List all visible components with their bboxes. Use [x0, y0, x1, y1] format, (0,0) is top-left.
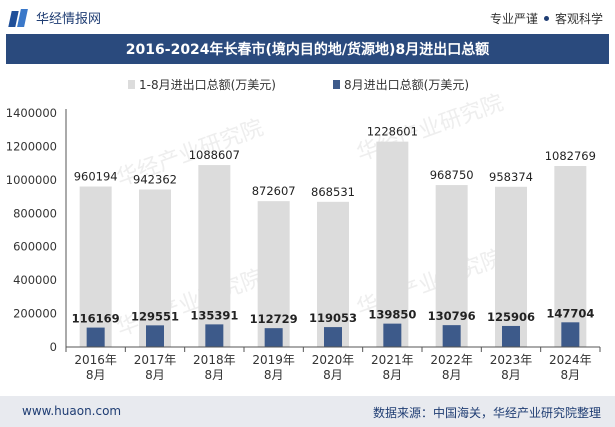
bar-total — [495, 186, 527, 347]
bar-total — [376, 141, 409, 347]
tag-professional: 专业严谨 — [489, 12, 538, 26]
y-tick-label: 1200000 — [6, 139, 57, 153]
legend-swatch — [333, 80, 340, 89]
x-tick-label: 2020年 — [312, 353, 355, 367]
x-tick-label: 2019年 — [252, 353, 295, 367]
data-label-total: 960194 — [74, 170, 118, 184]
x-tick-label: 2021年 — [371, 353, 414, 367]
footer-url: www.huaon.com — [22, 404, 122, 418]
bar-chart: 华经产业研究院 华经产业研究院 华经产业研究院 华经产业研究院 1-8月进出口总… — [6, 78, 601, 382]
data-label-august: 112729 — [250, 312, 298, 326]
data-label-august: 129551 — [131, 309, 179, 323]
data-label-total: 872607 — [252, 184, 296, 198]
data-label-total: 1228601 — [367, 125, 418, 139]
brand: 华经情报网 — [8, 8, 102, 27]
y-axis: 0 200000 400000 600000 800000 1000000 1200000 1… — [6, 106, 67, 354]
top-bar: 华经情报网 专业严谨 客观科学 — [0, 0, 615, 33]
data-label-august: 130796 — [428, 309, 476, 323]
tagline: 专业严谨 客观科学 — [490, 10, 603, 27]
bar-august — [442, 325, 461, 347]
x-tick-label: 8月 — [205, 368, 225, 382]
x-tick-label: 8月 — [323, 368, 343, 382]
bar-august — [324, 327, 342, 347]
data-label-total: 968750 — [430, 168, 474, 182]
brand-logo-icon — [8, 8, 30, 27]
x-tick-label: 8月 — [442, 368, 462, 382]
bar-august — [146, 325, 164, 347]
y-tick-label: 400000 — [13, 273, 57, 287]
bar-august — [383, 323, 402, 347]
bar-total — [79, 186, 112, 347]
bar-total — [435, 185, 468, 347]
bars: 960194 116169 942362 129551 1088607 135391 872… — [72, 125, 596, 347]
bar-august — [561, 322, 580, 347]
data-label-august: 147704 — [546, 306, 594, 320]
data-label-august: 135391 — [190, 308, 238, 322]
bar-total — [139, 189, 171, 347]
bar-total — [198, 165, 231, 347]
x-tick-label: 2023年 — [490, 353, 533, 367]
data-label-august: 116169 — [72, 312, 120, 326]
y-tick-label: 200000 — [13, 307, 57, 321]
chart-title: 2016-2024年长春市(境内目的地/货源地)8月进出口总额 — [6, 34, 609, 64]
legend-swatch — [128, 80, 135, 89]
y-tick-label: 600000 — [13, 240, 57, 254]
x-tick-label: 2018年 — [193, 353, 236, 367]
x-tick-label: 2016年 — [74, 353, 117, 367]
separator-dot-icon — [543, 16, 549, 21]
brand-name: 华经情报网 — [36, 12, 102, 27]
y-tick-label: 0 — [50, 340, 57, 354]
bar-total — [257, 201, 290, 347]
x-tick-label: 8月 — [86, 368, 106, 382]
data-label-total: 942362 — [133, 172, 177, 186]
watermark-text: 华经产业研究院 — [114, 265, 267, 341]
x-tick-label: 2017年 — [134, 353, 177, 367]
bar-august — [264, 328, 283, 347]
data-source: 数据来源：中国海关，华经产业研究院整理 — [372, 406, 601, 420]
data-label-august: 125906 — [487, 310, 535, 324]
data-label-august: 119053 — [309, 311, 357, 325]
footer: www.huaon.com 数据来源：中国海关，华经产业研究院整理 — [0, 396, 615, 427]
bar-august — [205, 324, 224, 347]
y-tick-label: 1000000 — [6, 173, 57, 187]
bar-august — [86, 327, 105, 347]
x-tick-label: 2024年 — [549, 353, 592, 367]
legend-label: 8月进出口总额(万美元) — [344, 78, 469, 92]
x-tick-label: 8月 — [383, 368, 403, 382]
y-tick-label: 1400000 — [6, 106, 57, 120]
x-tick-label: 8月 — [145, 368, 165, 382]
legend: 1-8月进出口总额(万美元) 8月进出口总额(万美元) — [128, 78, 469, 92]
bar-total — [317, 201, 349, 347]
x-tick-label: 2022年 — [430, 353, 473, 367]
legend-label: 1-8月进出口总额(万美元) — [139, 78, 276, 92]
data-label-total: 1088607 — [189, 148, 240, 162]
bar-august — [502, 325, 520, 347]
x-tick-label: 8月 — [264, 368, 284, 382]
y-tick-label: 800000 — [13, 206, 57, 220]
x-tick-label: 8月 — [561, 368, 581, 382]
data-label-total: 868531 — [311, 185, 355, 199]
bar-total — [554, 166, 587, 347]
data-label-august: 139850 — [368, 308, 416, 322]
data-label-total: 1082769 — [545, 149, 596, 163]
x-axis: 2016年8月2017年8月2018年8月2019年8月2020年8月2021年… — [65, 346, 601, 382]
tag-objective: 客观科学 — [554, 12, 603, 26]
x-tick-label: 8月 — [501, 368, 521, 382]
data-label-total: 958374 — [489, 170, 533, 184]
